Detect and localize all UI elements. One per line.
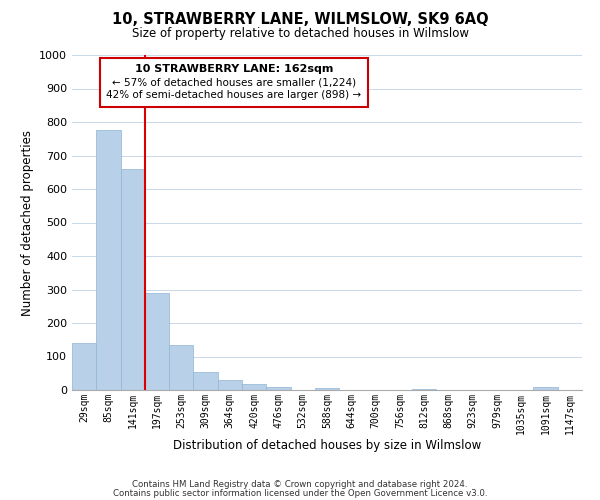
FancyBboxPatch shape [100,58,368,107]
Text: 10, STRAWBERRY LANE, WILMSLOW, SK9 6AQ: 10, STRAWBERRY LANE, WILMSLOW, SK9 6AQ [112,12,488,28]
Bar [96,130,121,390]
Bar [72,343,96,390]
Text: 42% of semi-detached houses are larger (898) →: 42% of semi-detached houses are larger (… [106,90,361,100]
Bar [533,388,558,390]
Text: Contains public sector information licensed under the Open Government Licence v3: Contains public sector information licen… [113,488,487,498]
Bar [266,388,290,390]
Bar [242,384,266,390]
Bar [145,293,169,390]
X-axis label: Distribution of detached houses by size in Wilmslow: Distribution of detached houses by size … [173,440,481,452]
Text: ← 57% of detached houses are smaller (1,224): ← 57% of detached houses are smaller (1,… [112,78,356,88]
Bar [412,389,436,390]
Text: 10 STRAWBERRY LANE: 162sqm: 10 STRAWBERRY LANE: 162sqm [135,64,333,74]
Bar [193,372,218,390]
Y-axis label: Number of detached properties: Number of detached properties [20,130,34,316]
Bar [121,169,145,390]
Text: Size of property relative to detached houses in Wilmslow: Size of property relative to detached ho… [131,28,469,40]
Text: Contains HM Land Registry data © Crown copyright and database right 2024.: Contains HM Land Registry data © Crown c… [132,480,468,489]
Bar [169,345,193,390]
Bar [315,388,339,390]
Bar [218,380,242,390]
